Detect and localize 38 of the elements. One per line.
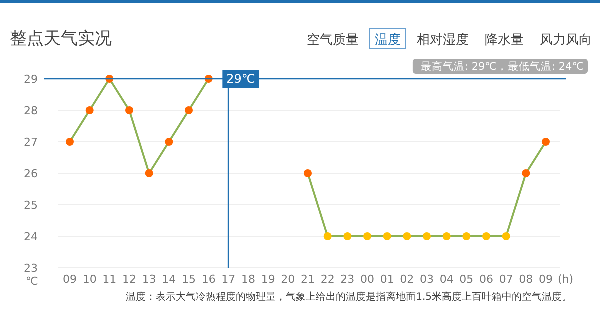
x-tick-label: 03 xyxy=(420,273,434,286)
x-tick-label: 17 xyxy=(222,273,236,286)
x-tick-label: 13 xyxy=(142,273,156,286)
y-tick-label: 27 xyxy=(24,136,38,149)
x-tick-label: 23 xyxy=(340,273,355,286)
x-tick-label: 21 xyxy=(301,273,315,286)
x-tick-label: 19 xyxy=(261,273,276,286)
x-tick-label: 00 xyxy=(360,273,374,286)
x-tick-label: 16 xyxy=(202,273,216,286)
x-axis-title: (h) xyxy=(558,273,574,286)
x-tick-label: 01 xyxy=(380,273,394,286)
x-tick-label: 09 xyxy=(539,273,553,286)
y-tick-label: 28 xyxy=(24,104,38,118)
ref-line-label: 29℃ xyxy=(226,72,256,86)
y-tick-label: 23 xyxy=(24,262,38,275)
x-tick-label: 08 xyxy=(519,273,534,286)
x-tick-label: 04 xyxy=(440,273,454,286)
y-tick-label: 29 xyxy=(24,73,38,86)
x-tick-label: 18 xyxy=(242,273,256,286)
y-tick-label: 26 xyxy=(24,168,38,180)
y-tick-label: 25 xyxy=(24,199,38,212)
x-tick-label: 06 xyxy=(480,273,494,286)
y-axis-title: ℃ xyxy=(26,275,38,288)
x-tick-label: 14 xyxy=(162,273,176,286)
x-tick-label: 20 xyxy=(281,273,296,286)
title: 整点天气实况 xyxy=(10,29,112,49)
x-tick-label: 07 xyxy=(499,273,514,286)
x-tick-label: 10 xyxy=(82,273,97,286)
x-tick-label: 11 xyxy=(102,273,117,286)
x-tick-label: 15 xyxy=(182,273,196,286)
x-tick-label: 09 xyxy=(63,273,77,286)
x-tick-label: 12 xyxy=(122,273,136,286)
y-tick-label: 24 xyxy=(24,230,38,244)
chart-subtitle: 最高气温: 29℃，最低气温: 24℃ xyxy=(420,60,584,73)
x-tick-label: 22 xyxy=(320,273,335,286)
note: 温度：表示大气冷热程度的物理量，气象上给出的温度是指离地面1.5米高度上百叶箱中的空气温度。 xyxy=(126,292,572,303)
x-tick-label: 02 xyxy=(400,273,414,286)
x-tick-label: 05 xyxy=(460,273,474,286)
